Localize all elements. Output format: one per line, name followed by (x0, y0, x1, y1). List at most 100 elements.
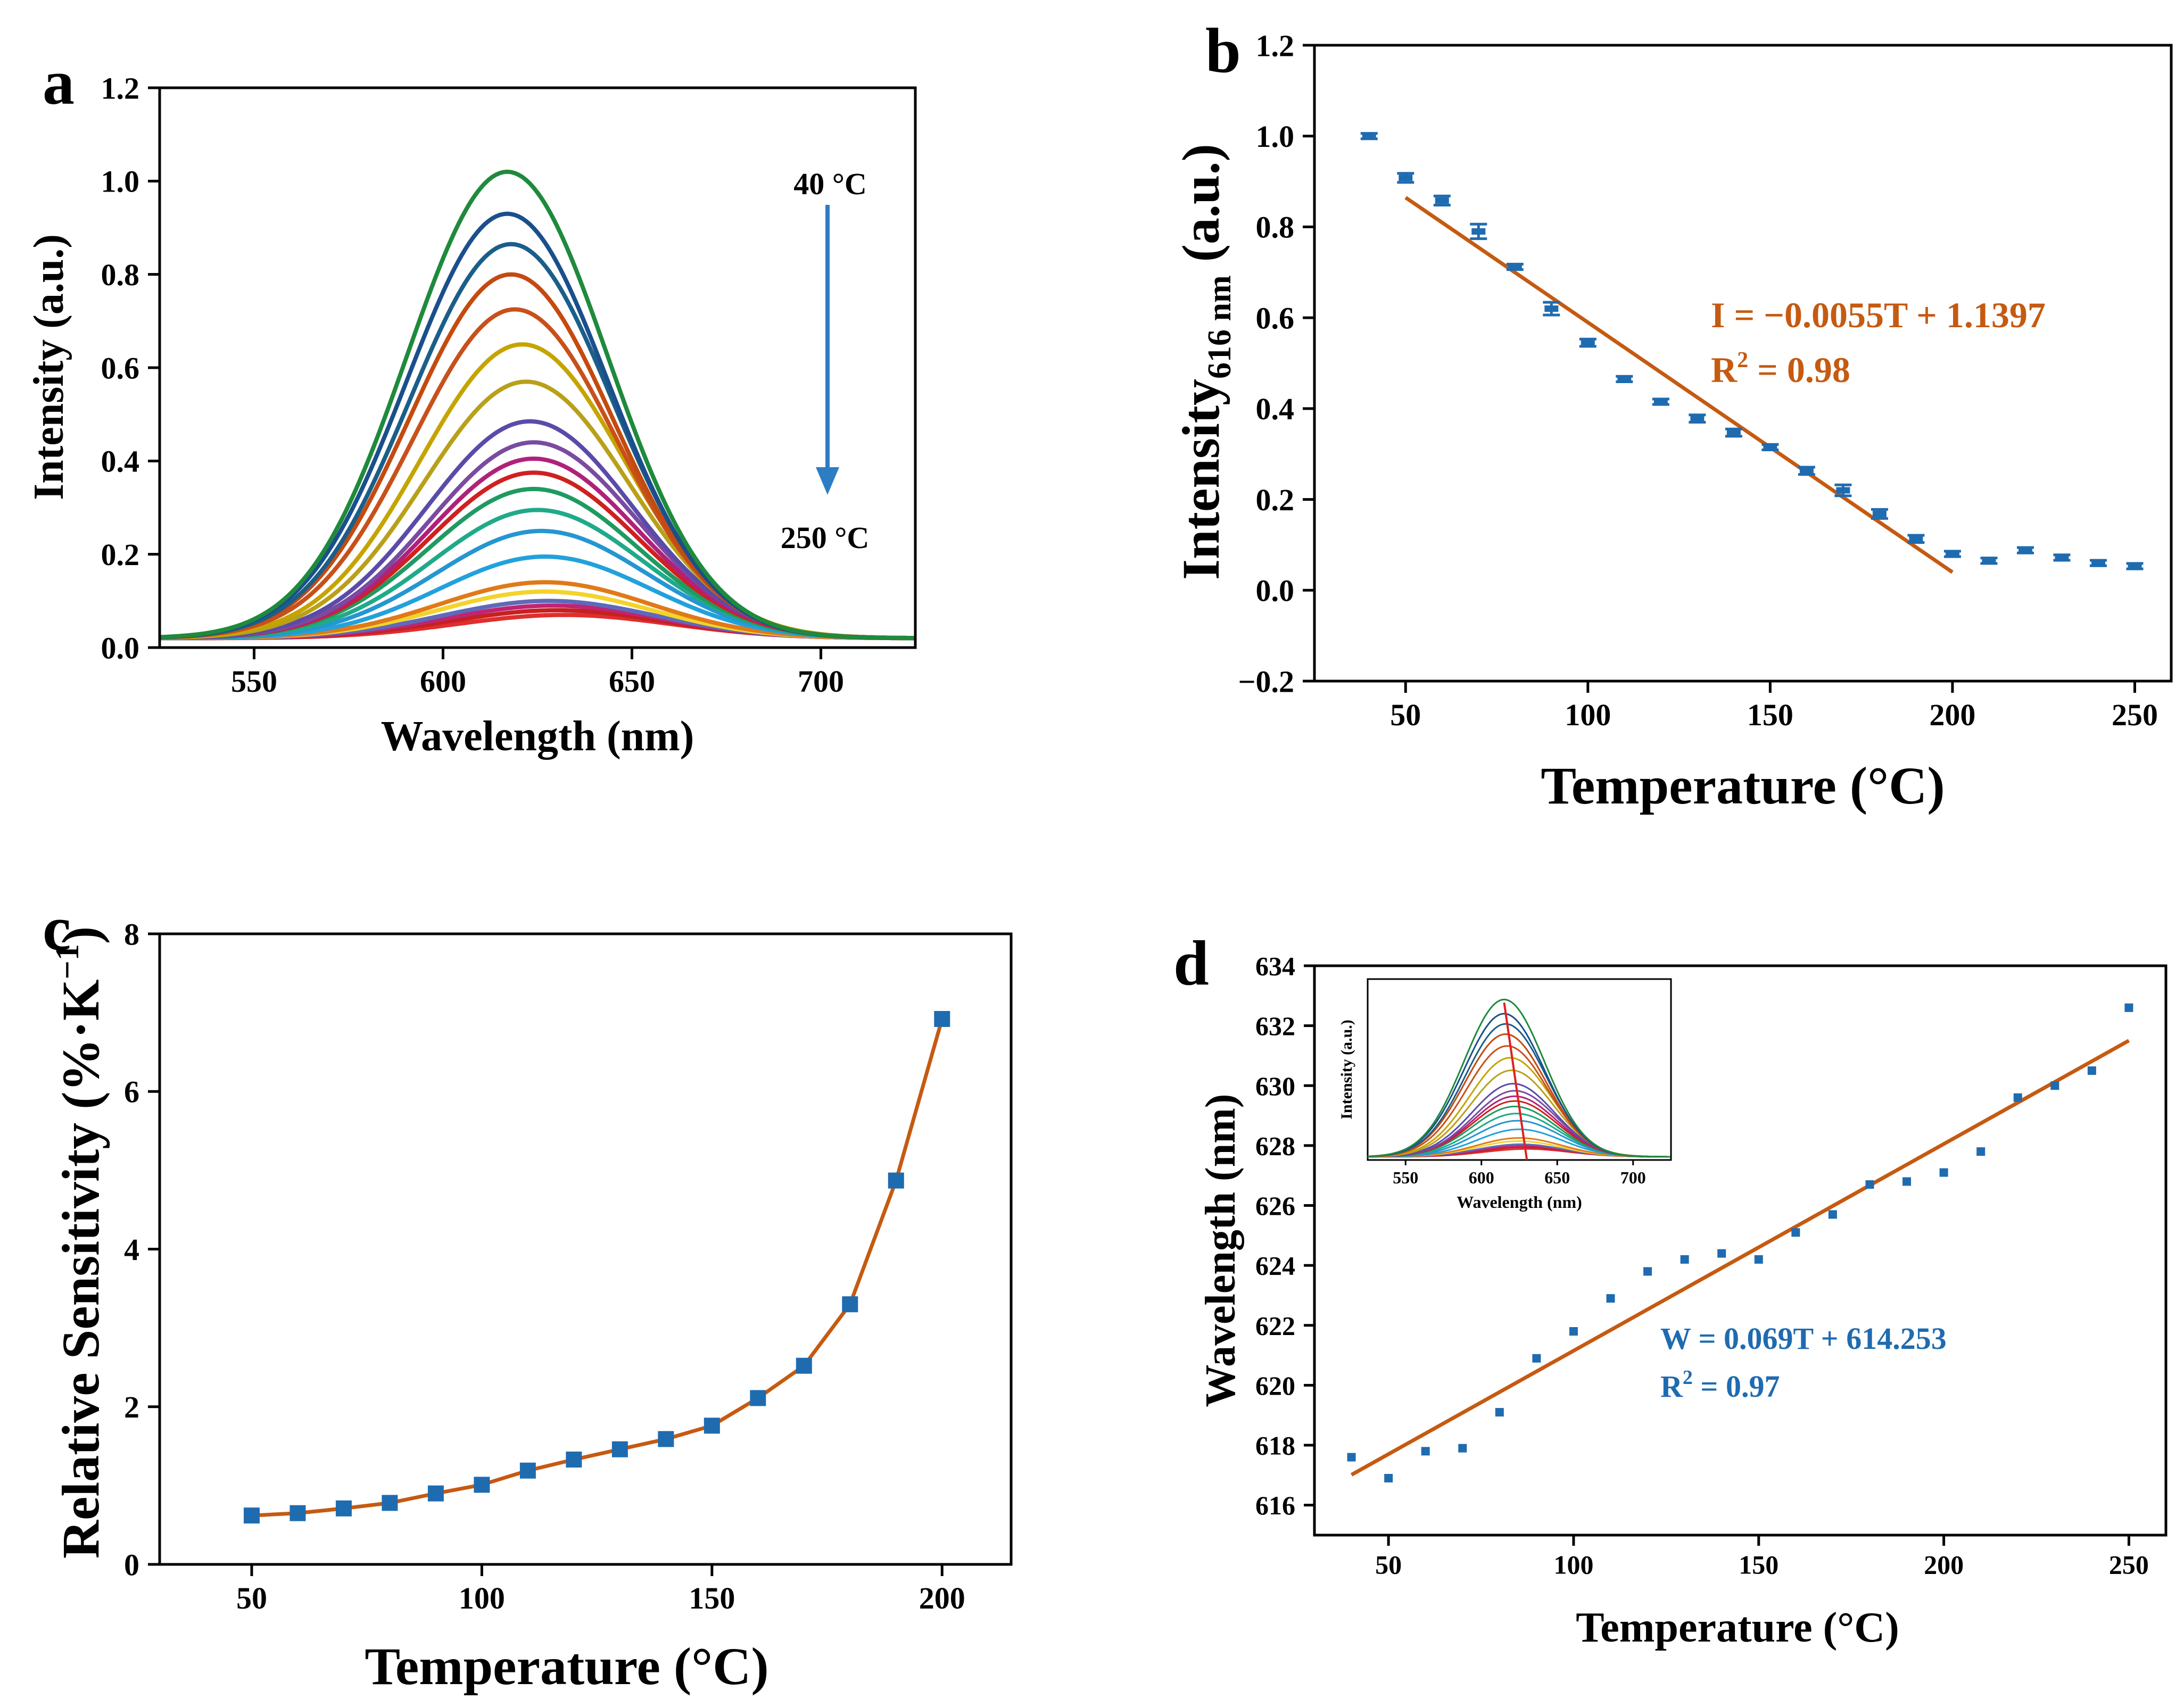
data-point (1982, 557, 1996, 564)
y-axis-label-c-main: Relative Sensitivity (% (51, 1039, 110, 1559)
data-point (658, 1431, 674, 1447)
plot-frame-c (158, 932, 1013, 1566)
data-point (1495, 1408, 1504, 1417)
y-tick-label: 1.2 (1256, 28, 1295, 63)
data-point (1471, 228, 1486, 235)
inset-x-tick-label: 700 (1620, 1168, 1646, 1187)
x-axis-ticks-d: 50 100 150 200 250 (1375, 1535, 2149, 1580)
data-point (1799, 467, 1814, 474)
spectrum-curve (160, 342, 915, 641)
x-tick-label: 200 (1929, 698, 1975, 732)
y-tick-label: 2 (124, 1390, 139, 1424)
panel-label-a: a (43, 47, 75, 118)
data-point (842, 1296, 858, 1313)
data-points-d (1347, 1003, 2133, 1482)
inset-spectra-curves (1368, 998, 1670, 1160)
fit-r2-d-sup: 2 (1683, 1366, 1693, 1389)
sensitivity-line (251, 1018, 944, 1518)
data-point (1717, 1249, 1726, 1258)
data-point (704, 1418, 720, 1434)
data-point (243, 1507, 260, 1524)
x-tick-label: 100 (1565, 698, 1611, 732)
data-point (519, 1462, 536, 1479)
x-tick-label: 50 (1390, 698, 1421, 732)
y-tick-label: 618 (1255, 1431, 1295, 1461)
data-point (2013, 1093, 2022, 1102)
x-tick-label: 550 (231, 664, 277, 699)
data-point (474, 1477, 490, 1493)
y-axis-label-d: Wavelength (nm) (1197, 1094, 1244, 1407)
y-axis-ticks-b: −0.2 0.0 0.2 0.4 0.6 0.8 1.0 1.2 (1238, 28, 1314, 699)
x-tick-label: 200 (1924, 1550, 1964, 1580)
data-point (2055, 554, 2069, 561)
x-tick-label: 50 (1375, 1550, 1402, 1580)
y-tick-label: 1.0 (101, 164, 140, 199)
data-point (2050, 1081, 2059, 1090)
panel-d: d 50 100 150 200 250 616 618 620 622 624 626 628 63… (1173, 927, 2168, 1651)
fit-equation-d: W = 0.069T + 614.253 (1660, 1321, 1947, 1356)
y-tick-label: 630 (1255, 1071, 1295, 1101)
x-tick-label: 650 (609, 664, 655, 699)
data-point (1754, 1255, 1763, 1264)
data-point (2087, 1066, 2096, 1075)
x-axis-label-a: Wavelength (nm) (381, 713, 694, 760)
data-point (611, 1441, 628, 1457)
data-point (1836, 487, 1850, 494)
data-point (1347, 1453, 1356, 1462)
data-point (1643, 1267, 1652, 1276)
data-point (1945, 551, 1959, 557)
data-point (1680, 1255, 1689, 1264)
x-axis-ticks-c: 50 100 150 200 (236, 1564, 965, 1615)
x-tick-label: 150 (1747, 698, 1793, 732)
x-axis-label-d: Temperature (°C) (1576, 1604, 1899, 1651)
y-tick-label: 0.8 (1256, 210, 1295, 245)
fit-r2-d: R2 = 0.97 (1660, 1366, 1780, 1404)
y-tick-label: 634 (1255, 951, 1295, 981)
plot-frame-d (1313, 964, 2168, 1537)
fit-r2-b-sup: 2 (1737, 348, 1748, 372)
y-axis-ticks-a: 0.0 0.2 0.4 0.6 0.8 1.0 1.2 (101, 71, 160, 665)
x-tick-label: 600 (420, 664, 466, 699)
spectra-curves (160, 169, 915, 641)
data-point (1690, 415, 1705, 422)
temperature-arrow-icon (816, 467, 839, 495)
y-tick-label: 8 (124, 917, 139, 951)
y-axis-label-b-tail: (a.u.) (1171, 144, 1230, 275)
y-tick-label: 0.6 (101, 351, 140, 385)
y-axis-label-c: Relative Sensitivity (%·K−1) (49, 926, 110, 1559)
y-tick-label: 6 (124, 1075, 139, 1109)
y-tick-label: 4 (124, 1232, 139, 1267)
x-tick-label: 700 (798, 664, 844, 699)
data-point (888, 1172, 904, 1189)
inset-x-tick-label: 550 (1393, 1168, 1418, 1187)
data-point (1939, 1168, 1948, 1177)
data-point (750, 1390, 766, 1406)
inset-x-tick-label: 650 (1544, 1168, 1570, 1187)
y-tick-label: 0 (124, 1547, 139, 1582)
inset-x-ticks: 550 600 650 700 (1393, 1160, 1646, 1187)
y-tick-label: 0.0 (101, 631, 140, 665)
data-point (1399, 175, 1413, 181)
data-point (1976, 1147, 1986, 1156)
spectrum-curve (160, 211, 915, 641)
data-point (566, 1451, 582, 1468)
data-point (1791, 1228, 1800, 1237)
y-tick-label: 624 (1255, 1251, 1295, 1281)
y-axis-label-c-exp: −1 (49, 944, 86, 979)
data-point (1865, 1180, 1874, 1189)
data-point (1421, 1447, 1430, 1456)
inset-x-tick-label: 600 (1469, 1168, 1494, 1187)
y-tick-label: 620 (1255, 1371, 1295, 1400)
inset-peak-shift-line (1503, 1002, 1528, 1160)
fit-r2-b: R2 = 0.98 (1711, 348, 1850, 390)
annotation-250C: 250 °C (781, 520, 870, 555)
y-tick-label: 0.2 (1256, 483, 1295, 517)
fit-r2-b-value: = 0.98 (1748, 350, 1850, 390)
y-tick-label: 616 (1255, 1490, 1295, 1520)
inset-spectra: 550 600 650 700 Wavelength (nm) Intensity (… (1338, 978, 1672, 1212)
x-tick-label: 250 (2112, 698, 2158, 732)
data-point (934, 1010, 950, 1027)
data-point (1458, 1444, 1467, 1453)
annotation-40C: 40 °C (793, 167, 867, 201)
panel-label-b: b (1205, 15, 1241, 86)
